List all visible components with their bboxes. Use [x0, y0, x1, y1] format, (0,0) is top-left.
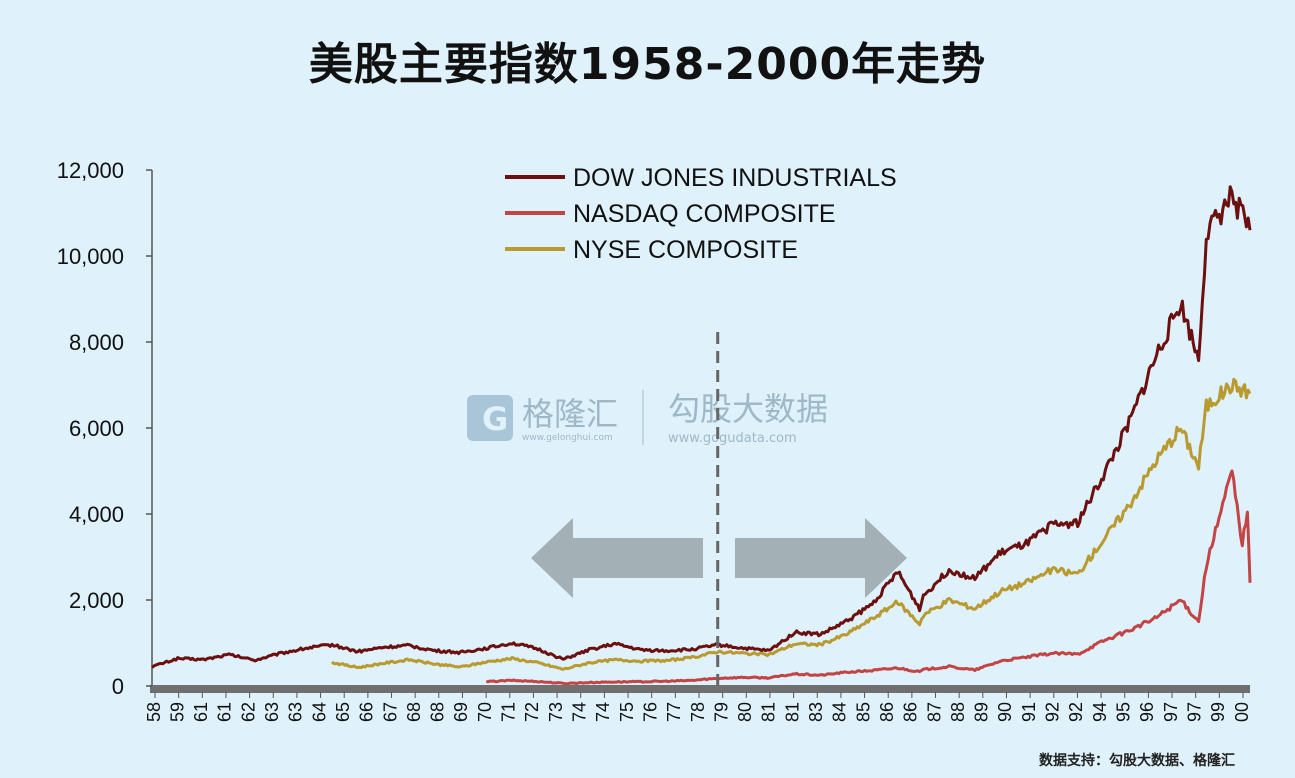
x-tick-label: 61 — [215, 702, 235, 722]
x-tick-label: 63 — [262, 702, 282, 722]
series-line-nasdaq-composite — [485, 469, 1252, 686]
y-tick-label: 2,000 — [69, 588, 124, 613]
series-line-dow-jones-industrials — [151, 185, 1252, 669]
x-tick-label: 70 — [475, 702, 495, 722]
y-tick-label: 0 — [112, 674, 124, 699]
source-note: 数据支持：勾股大数据、格隆汇 — [1039, 753, 1235, 769]
x-tick-label: 81 — [782, 702, 802, 722]
x-tick-label: 95 — [1113, 702, 1133, 722]
y-tick-label: 6,000 — [69, 416, 124, 441]
y-tick-label: 10,000 — [57, 244, 124, 269]
x-tick-label: 91 — [1019, 702, 1039, 722]
x-tick-label: 72 — [522, 702, 542, 722]
x-tick-label: 86 — [877, 702, 897, 722]
right-arrow-icon — [735, 518, 907, 598]
watermark-brand1-url: www.gelonghui.com — [522, 433, 613, 443]
y-tick-label: 12,000 — [57, 158, 124, 183]
legend-label: DOW JONES INDUSTRIALS — [573, 164, 897, 192]
x-tick-label: 74 — [569, 702, 589, 722]
x-tick-label: 77 — [664, 702, 684, 722]
x-tick-label: 65 — [333, 702, 353, 722]
watermark-brand2: 勾股大数据 — [668, 390, 828, 428]
x-tick-label: 92 — [1066, 702, 1086, 722]
x-tick-label: 64 — [309, 702, 329, 722]
x-tick-label: 84 — [830, 702, 850, 722]
x-tick-label: 86 — [901, 702, 921, 722]
x-tick-label: 73 — [546, 702, 566, 722]
x-tick-label: 92 — [1043, 702, 1063, 722]
x-tick-label: 66 — [357, 702, 377, 722]
x-tick-label: 69 — [451, 702, 471, 722]
x-tick-label: 87 — [924, 702, 944, 722]
x-tick-label: 88 — [948, 702, 968, 722]
x-tick-label: 67 — [380, 702, 400, 722]
series-layer — [151, 185, 1252, 686]
legend-label: NYSE COMPOSITE — [573, 236, 798, 264]
y-tick-label: 8,000 — [69, 330, 124, 355]
x-tick-label: 71 — [499, 702, 519, 722]
watermark-logo-glyph: G — [482, 400, 508, 438]
x-tick-label: 00 — [1232, 702, 1252, 722]
x-tick-label: 97 — [1184, 702, 1204, 722]
x-tick-label: 61 — [191, 702, 211, 722]
x-tick-label: 76 — [640, 702, 660, 722]
x-tick-label: 58 — [144, 702, 164, 722]
legend-label: NASDAQ COMPOSITE — [573, 200, 836, 228]
x-tick-label: 62 — [238, 702, 258, 722]
x-tick-label: 94 — [1090, 702, 1110, 722]
x-tick-label: 63 — [286, 702, 306, 722]
watermark-brand1: 格隆汇 — [522, 395, 618, 433]
watermark-logo-icon — [467, 395, 513, 441]
x-tick-label: 68 — [428, 702, 448, 722]
chart-title: 美股主要指数1958-2000年走势 — [308, 39, 987, 90]
x-tick-label: 74 — [593, 702, 613, 722]
x-tick-label: 68 — [404, 702, 424, 722]
x-tick-label: 80 — [735, 702, 755, 722]
x-tick-label: 85 — [853, 702, 873, 722]
x-tick-label: 83 — [806, 702, 826, 722]
annotation-arrows — [531, 518, 907, 598]
x-tick-label: 90 — [995, 702, 1015, 722]
x-tick-label: 89 — [972, 702, 992, 722]
series-line-nyse-composite — [331, 377, 1252, 671]
x-tick-label: 81 — [759, 702, 779, 722]
x-axis — [150, 685, 1250, 693]
watermark: G 格隆汇 www.gelonghui.com 勾股大数据 www.goguda… — [467, 390, 828, 446]
legend: DOW JONES INDUSTRIALS NASDAQ COMPOSITE NYS… — [505, 164, 897, 264]
x-tick-label: 96 — [1137, 702, 1157, 722]
watermark-brand2-url: www.gogudata.com — [668, 431, 797, 446]
left-arrow-icon — [531, 518, 703, 598]
x-tick-label: 78 — [688, 702, 708, 722]
x-tick-label: 97 — [1161, 702, 1181, 722]
x-tick-label: 99 — [1208, 702, 1228, 722]
x-tick-label: 59 — [167, 702, 187, 722]
y-tick-label: 4,000 — [69, 502, 124, 527]
x-tick-label: 79 — [711, 702, 731, 722]
x-tick-label: 75 — [617, 702, 637, 722]
